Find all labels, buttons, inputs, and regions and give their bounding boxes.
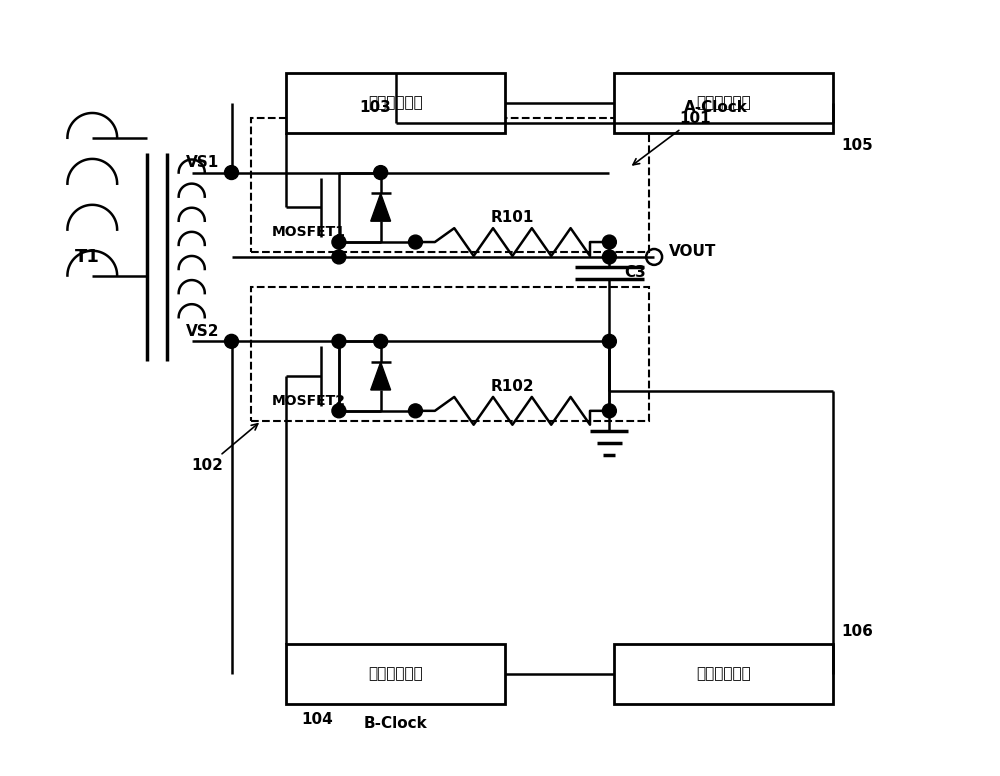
Text: 第二驱动模块: 第二驱动模块 [368,667,423,681]
Circle shape [332,250,346,264]
Text: MOSFET2: MOSFET2 [271,394,345,408]
Circle shape [409,235,422,249]
Text: C3: C3 [624,265,646,280]
Text: 106: 106 [841,624,873,639]
Text: VOUT: VOUT [669,244,716,259]
Circle shape [225,334,238,348]
Circle shape [409,404,422,417]
Text: R102: R102 [491,379,534,393]
Text: T1: T1 [75,248,100,266]
Text: 105: 105 [841,138,873,153]
Circle shape [332,235,346,249]
Bar [251,118,649,252]
Bar [251,286,649,421]
Circle shape [225,165,238,179]
Circle shape [332,334,346,348]
Text: VS1: VS1 [186,155,220,170]
Text: 101: 101 [633,111,711,165]
Bar [286,644,505,704]
Circle shape [602,250,616,264]
Text: VS2: VS2 [186,324,220,339]
Text: 第一互锁模块: 第一互锁模块 [696,95,751,110]
Bar [286,73,505,133]
Text: 104: 104 [301,712,333,726]
Circle shape [602,334,616,348]
Circle shape [602,404,616,417]
Polygon shape [371,193,391,221]
Circle shape [374,165,388,179]
Bar [614,644,833,704]
Circle shape [374,334,388,348]
Text: A-Clock: A-Clock [684,100,748,115]
Polygon shape [371,362,391,390]
Circle shape [602,235,616,249]
Text: 103: 103 [359,100,391,115]
Bar [614,73,833,133]
Text: B-Clock: B-Clock [364,715,427,731]
Text: 102: 102 [192,424,258,473]
Text: 第二互锁模块: 第二互锁模块 [696,667,751,681]
Text: R101: R101 [491,210,534,225]
Circle shape [332,404,346,417]
Text: 第一驱动模块: 第一驱动模块 [368,95,423,110]
Text: MOSFET1: MOSFET1 [271,225,345,239]
